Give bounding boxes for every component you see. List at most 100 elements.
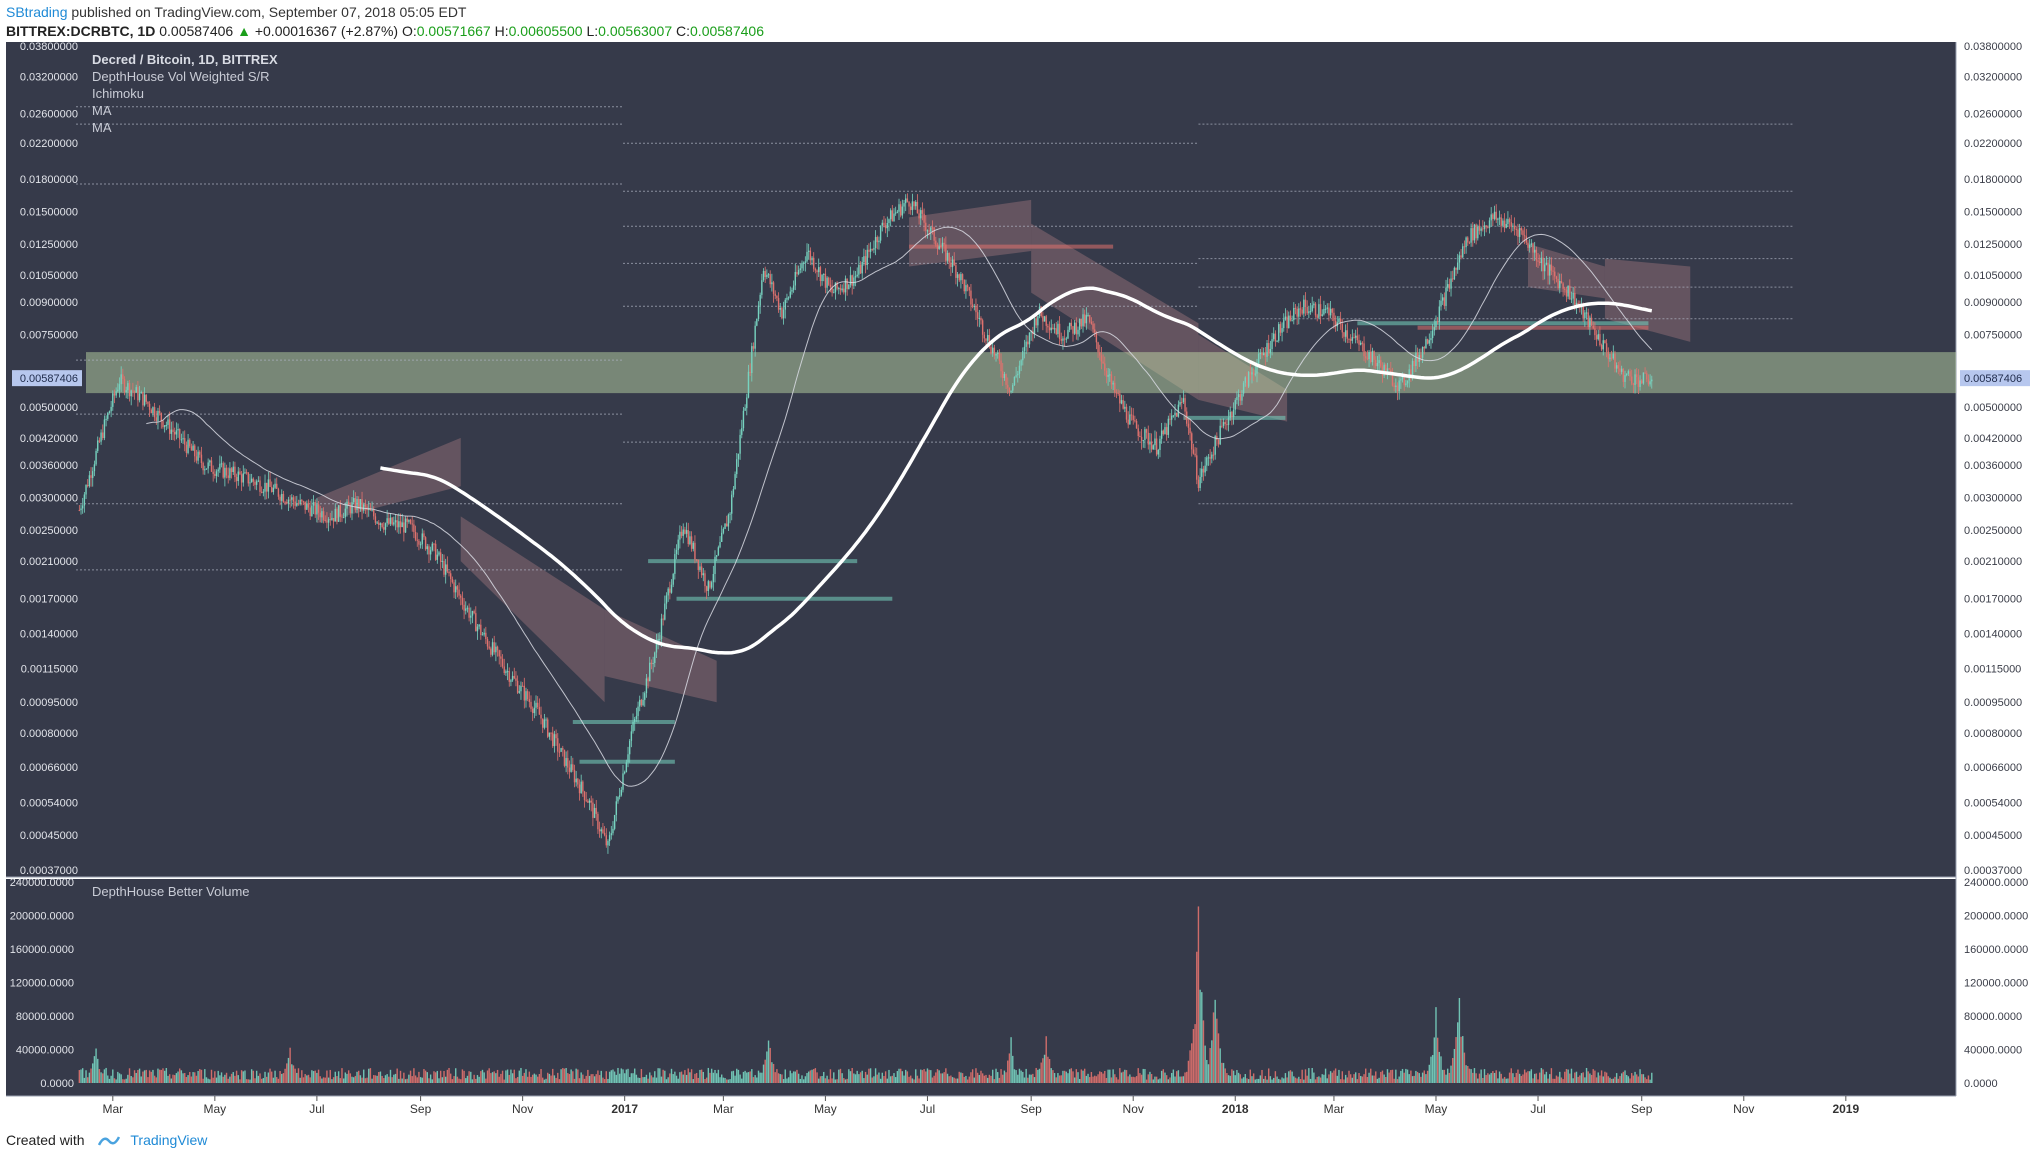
candle-body [1125,406,1128,420]
volume-legend[interactable]: DepthHouse Better Volume [92,884,250,899]
candle-body [98,440,101,442]
volume-bar [1582,1072,1584,1083]
candle-body [1361,342,1364,344]
volume-bar [573,1078,576,1083]
legend-item[interactable]: MA [92,120,112,135]
volume-bar [1527,1071,1529,1083]
candles [78,193,1653,854]
volume-bar [1508,1072,1511,1083]
volume-bar [642,1077,644,1083]
volume-bar [1284,1073,1287,1083]
candle-body [1211,454,1213,459]
candle-body [734,474,736,490]
candle-body [764,270,766,277]
volume-bar [401,1078,403,1083]
candle-body [217,469,219,472]
candle-body [235,477,238,482]
volume-bar [886,1078,889,1083]
candle-body [510,680,512,682]
candle-body [1570,298,1573,300]
candle-body [649,662,651,682]
volume-bar [543,1079,546,1083]
volume-bar [764,1059,766,1083]
candle-body [1122,400,1124,409]
volume-tick-label-left: 240000.0000 [10,877,74,889]
candle-body [133,391,136,393]
legend-item[interactable]: MA [92,103,112,118]
volume-bar [918,1078,920,1083]
volume-bar [985,1074,987,1083]
candle-body [786,297,788,300]
ichimoku-cloud [316,199,1691,703]
volume-bar [1279,1079,1282,1083]
volume-bar [1411,1076,1414,1083]
candle-body [398,521,400,528]
volume-bar [1262,1078,1265,1083]
time-tick-label: Mar [1324,1102,1345,1116]
candle-body [873,248,875,250]
author-link[interactable]: SBtrading [6,4,68,20]
candle-body [547,719,549,737]
candle-body [451,579,454,583]
candle-body [1015,375,1017,377]
volume-bar [1080,1069,1083,1083]
volume-bar [786,1078,788,1083]
candle-body [184,438,186,445]
candle-body [321,511,323,518]
candle-body [1595,335,1598,340]
candle-body [1610,357,1613,359]
candle-body [434,543,437,560]
legend-item[interactable]: DepthHouse Vol Weighted S/R [92,69,270,84]
volume-bar [784,1069,786,1083]
candle-body [1468,242,1471,244]
up-triangle-icon: ▲ [237,23,251,39]
volume-bar [593,1076,596,1083]
volume-bar [152,1069,154,1083]
candle-body [1634,374,1636,385]
candle-body [351,502,353,514]
candle-body [1385,364,1387,376]
candle-body [782,309,785,319]
candle-body [189,439,191,447]
candle-body [779,307,781,310]
candle-body [665,595,668,604]
candle-body [453,582,455,593]
volume-bar [426,1072,428,1083]
candle-body [179,429,181,440]
volume-bar [1002,1074,1004,1083]
price-tick-label-right: 0.00500000 [1964,402,2022,414]
candle-body [284,502,286,504]
volume-bar [471,1079,474,1083]
legend-item[interactable]: Ichimoku [92,86,145,101]
candle-body [1528,244,1531,248]
candle-body [358,499,360,509]
volume-bar [1344,1074,1347,1083]
volume-bar [637,1077,639,1083]
candle-body [930,227,932,232]
candle-body [1569,285,1571,300]
time-tick-label: Mar [713,1102,734,1116]
candle-body [814,268,817,271]
volume-bar [1304,1069,1307,1083]
candle-body [1376,363,1379,367]
candle-body [291,497,293,500]
volume-bar [1525,1072,1528,1083]
candle-body [1043,316,1046,322]
tradingview-link[interactable]: TradingView [130,1132,208,1148]
candle-body [856,274,858,277]
volume-bar [173,1075,176,1083]
candle-body [219,463,221,470]
candle-body [620,789,623,796]
candle-body [1323,308,1325,315]
candle-body [807,250,810,252]
volume-bar [670,1068,673,1083]
volume-bar [1264,1075,1267,1083]
volume-tick-label-left: 200000.0000 [10,911,74,923]
candle-body [923,213,925,223]
candle-body [1145,429,1148,433]
volume-bar [901,1071,904,1083]
candle-body [1222,422,1225,426]
candle-body [1348,338,1350,340]
volume-bar [322,1077,325,1083]
